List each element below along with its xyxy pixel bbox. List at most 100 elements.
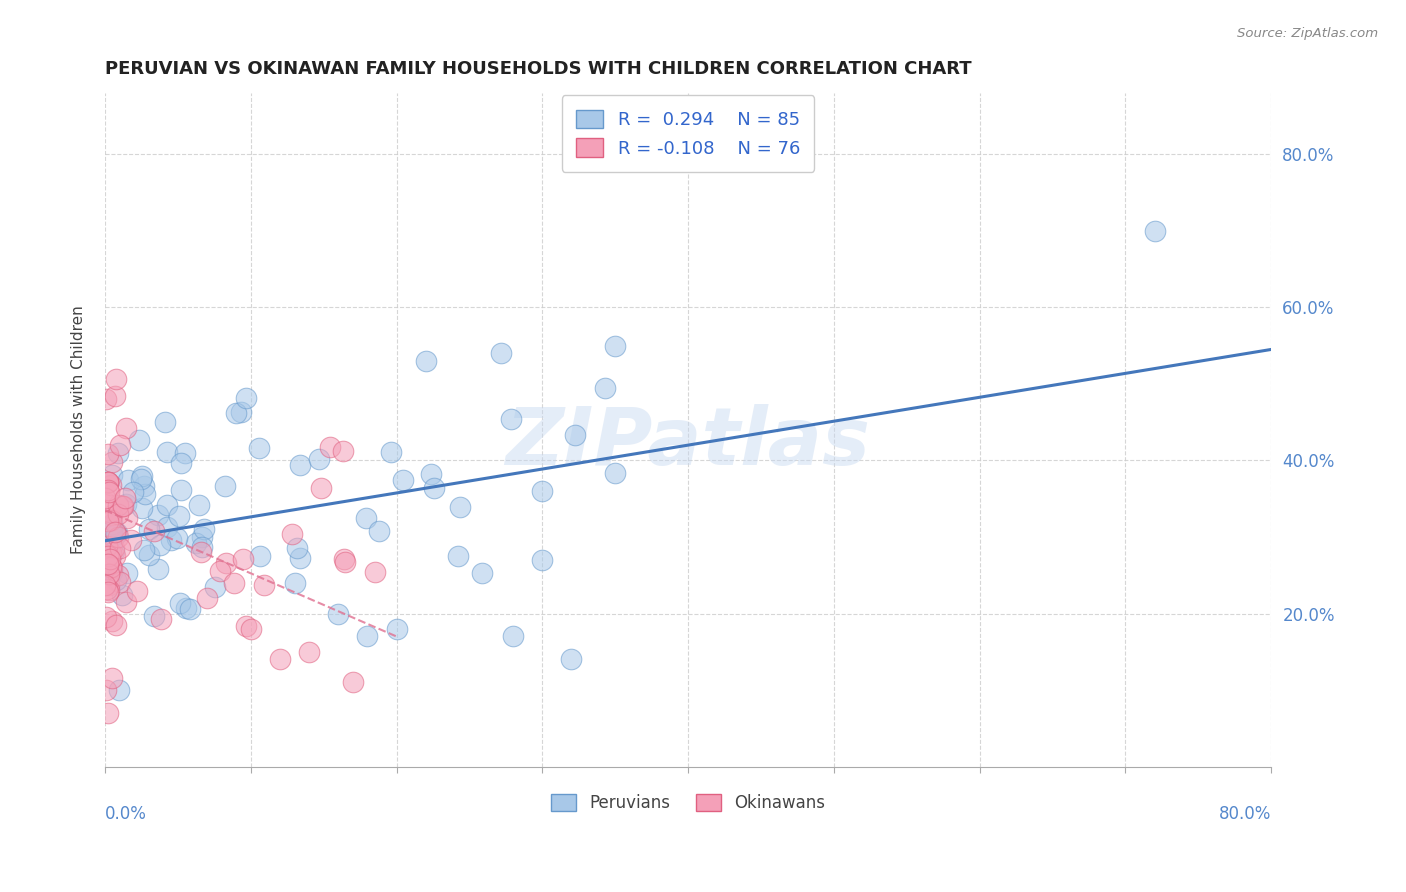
- Point: [131, 469, 153, 483]
- Point: [170, 483, 193, 498]
- Point: [96, 392, 118, 407]
- Point: [94, 491, 117, 506]
- Point: [138, 548, 160, 562]
- Point: [96, 475, 118, 490]
- Point: [125, 584, 148, 599]
- Point: [101, 518, 124, 533]
- Point: [97, 557, 120, 571]
- Point: [564, 428, 586, 442]
- Point: [115, 566, 138, 580]
- Point: [308, 452, 330, 467]
- Point: [191, 540, 214, 554]
- Point: [110, 574, 132, 589]
- Point: [97, 585, 120, 599]
- Point: [354, 511, 377, 525]
- Point: [108, 438, 131, 452]
- Point: [235, 618, 257, 632]
- Point: [105, 617, 128, 632]
- Point: [101, 560, 124, 574]
- Point: [138, 522, 160, 536]
- Point: [560, 652, 582, 666]
- Point: [146, 562, 169, 576]
- Point: [491, 345, 513, 359]
- Point: [385, 622, 408, 636]
- Point: [134, 543, 156, 558]
- Point: [96, 609, 118, 624]
- Point: [298, 645, 321, 659]
- Point: [100, 546, 122, 560]
- Point: [187, 498, 209, 512]
- Point: [128, 434, 150, 448]
- Text: ZIPatlas: ZIPatlas: [506, 404, 870, 483]
- Point: [160, 533, 183, 547]
- Point: [107, 498, 129, 512]
- Point: [103, 543, 125, 558]
- Point: [101, 671, 124, 685]
- Point: [215, 556, 238, 570]
- Point: [134, 487, 156, 501]
- Point: [156, 520, 179, 534]
- Point: [190, 545, 212, 559]
- Point: [107, 446, 129, 460]
- Legend: Peruvians, Okinawans: Peruvians, Okinawans: [544, 788, 831, 819]
- Point: [97, 549, 120, 564]
- Point: [170, 456, 193, 470]
- Text: 80.0%: 80.0%: [1219, 805, 1271, 823]
- Point: [186, 536, 208, 550]
- Point: [96, 557, 118, 571]
- Point: [97, 447, 120, 461]
- Point: [98, 552, 121, 566]
- Point: [105, 526, 128, 541]
- Point: [333, 552, 356, 566]
- Point: [103, 541, 125, 555]
- Point: [471, 566, 494, 580]
- Point: [101, 539, 124, 553]
- Point: [204, 580, 226, 594]
- Point: [120, 533, 142, 547]
- Point: [101, 614, 124, 628]
- Point: [153, 415, 176, 429]
- Point: [146, 508, 169, 523]
- Point: [179, 602, 201, 616]
- Point: [101, 467, 124, 482]
- Point: [114, 421, 136, 435]
- Point: [595, 380, 617, 394]
- Point: [97, 483, 120, 497]
- Point: [101, 517, 124, 532]
- Point: [224, 576, 246, 591]
- Point: [208, 564, 231, 578]
- Point: [150, 612, 173, 626]
- Point: [115, 510, 138, 524]
- Point: [531, 484, 554, 499]
- Point: [94, 578, 117, 592]
- Point: [104, 525, 127, 540]
- Point: [100, 513, 122, 527]
- Point: [174, 446, 197, 460]
- Point: [247, 441, 270, 455]
- Point: [108, 541, 131, 555]
- Point: [392, 473, 415, 487]
- Point: [111, 499, 134, 513]
- Point: [107, 530, 129, 544]
- Point: [605, 338, 627, 352]
- Point: [531, 553, 554, 567]
- Point: [502, 630, 524, 644]
- Point: [169, 596, 191, 610]
- Point: [134, 479, 156, 493]
- Point: [96, 582, 118, 596]
- Point: [98, 485, 121, 500]
- Point: [105, 525, 128, 540]
- Text: 0.0%: 0.0%: [105, 805, 146, 823]
- Point: [100, 560, 122, 574]
- Point: [225, 406, 247, 420]
- Point: [309, 481, 332, 495]
- Point: [115, 595, 138, 609]
- Point: [97, 475, 120, 490]
- Point: [449, 500, 471, 515]
- Point: [214, 478, 236, 492]
- Point: [191, 530, 214, 544]
- Point: [380, 445, 402, 459]
- Point: [149, 538, 172, 552]
- Point: [342, 675, 364, 690]
- Point: [285, 541, 308, 555]
